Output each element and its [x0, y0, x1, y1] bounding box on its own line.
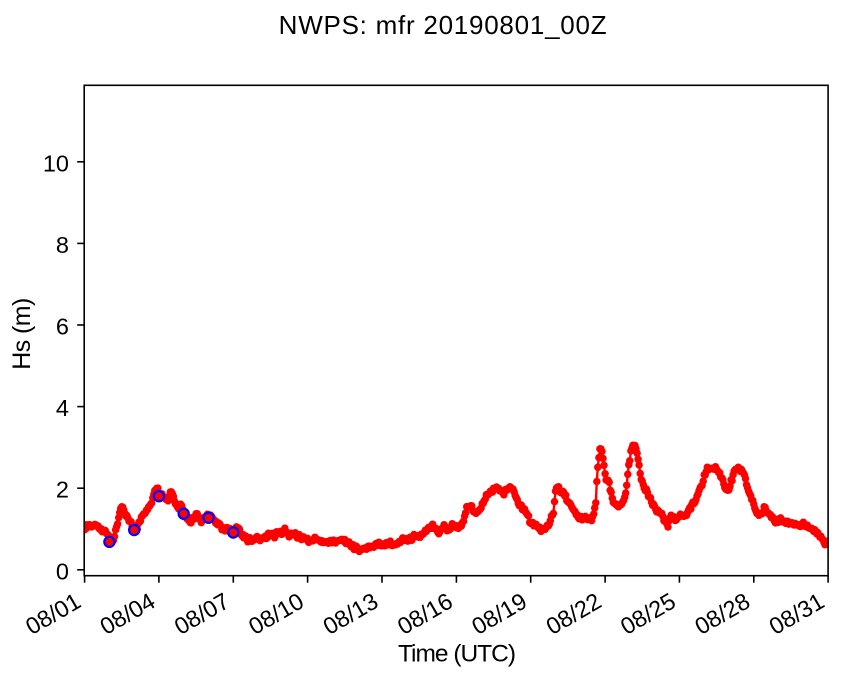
svg-text:Hs (m): Hs (m)	[8, 298, 36, 369]
svg-text:6: 6	[56, 314, 69, 340]
svg-text:4: 4	[56, 395, 69, 421]
svg-text:2: 2	[56, 477, 69, 503]
svg-text:Time (UTC): Time (UTC)	[398, 641, 515, 668]
svg-text:0: 0	[56, 558, 69, 584]
svg-text:NWPS: mfr 20190801_00Z: NWPS: mfr 20190801_00Z	[279, 10, 608, 40]
svg-text:10: 10	[43, 150, 69, 176]
svg-text:8: 8	[56, 232, 69, 258]
